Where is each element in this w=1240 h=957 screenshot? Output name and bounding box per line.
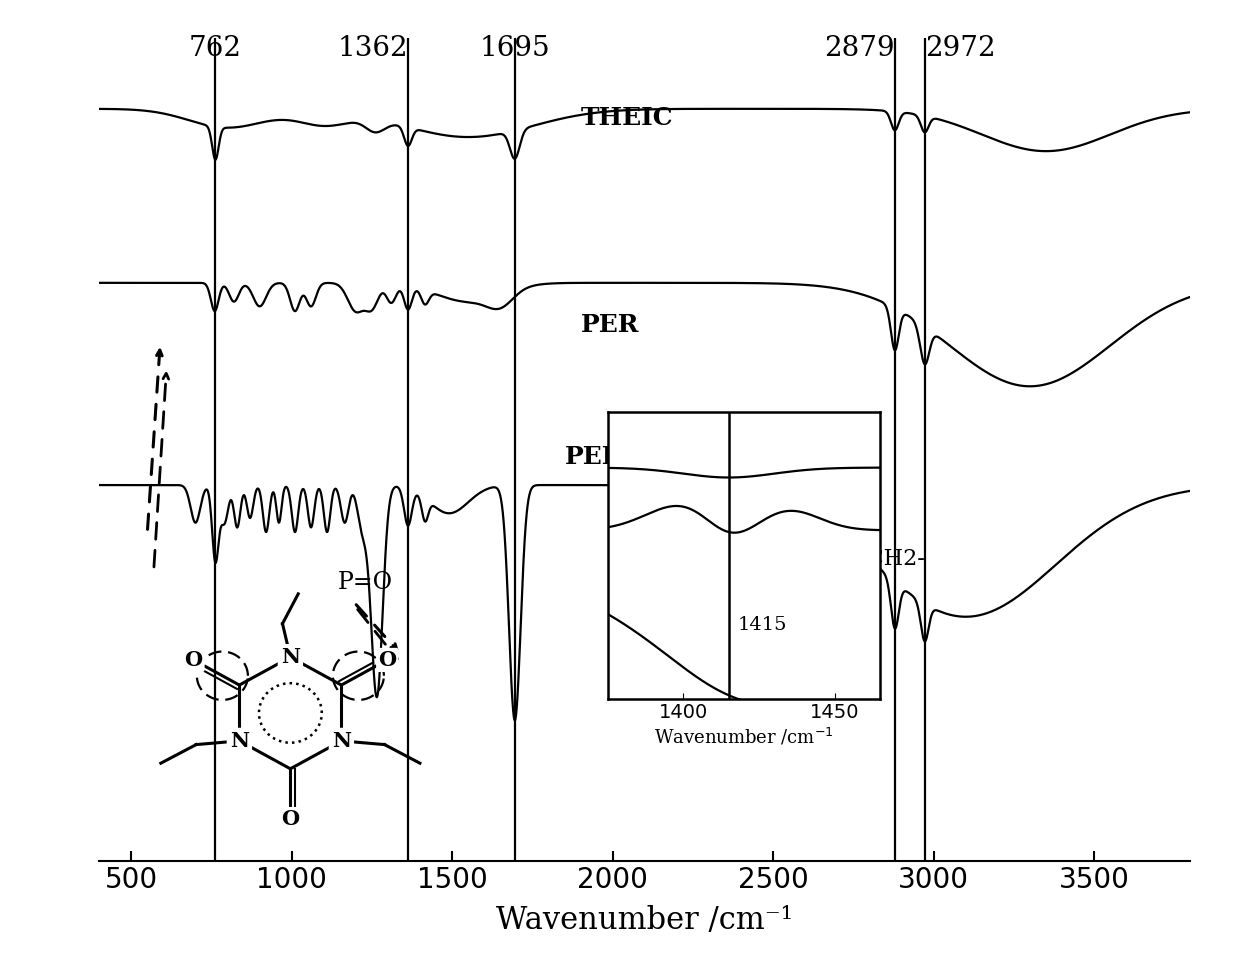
Text: -CH2-: -CH2- (859, 548, 925, 570)
Text: O: O (281, 809, 299, 829)
X-axis label: Wavenumber /cm$^{-1}$: Wavenumber /cm$^{-1}$ (655, 726, 833, 747)
Text: O: O (185, 650, 202, 670)
Text: 1362: 1362 (337, 34, 408, 62)
Text: THEIC: THEIC (580, 106, 673, 130)
Text: N: N (280, 647, 300, 667)
Text: 1415: 1415 (738, 616, 787, 634)
Text: P=O: P=O (339, 570, 393, 593)
Text: 2972: 2972 (925, 34, 996, 62)
Text: PER: PER (580, 313, 639, 337)
Text: PEIC: PEIC (564, 445, 634, 469)
Text: N: N (229, 731, 249, 751)
Text: 2879: 2879 (825, 34, 895, 62)
Text: N: N (332, 731, 351, 751)
Text: O: O (378, 650, 397, 670)
X-axis label: Wavenumber /cm⁻¹: Wavenumber /cm⁻¹ (496, 905, 794, 936)
Text: 1695: 1695 (480, 34, 551, 62)
Text: 762: 762 (188, 34, 242, 62)
